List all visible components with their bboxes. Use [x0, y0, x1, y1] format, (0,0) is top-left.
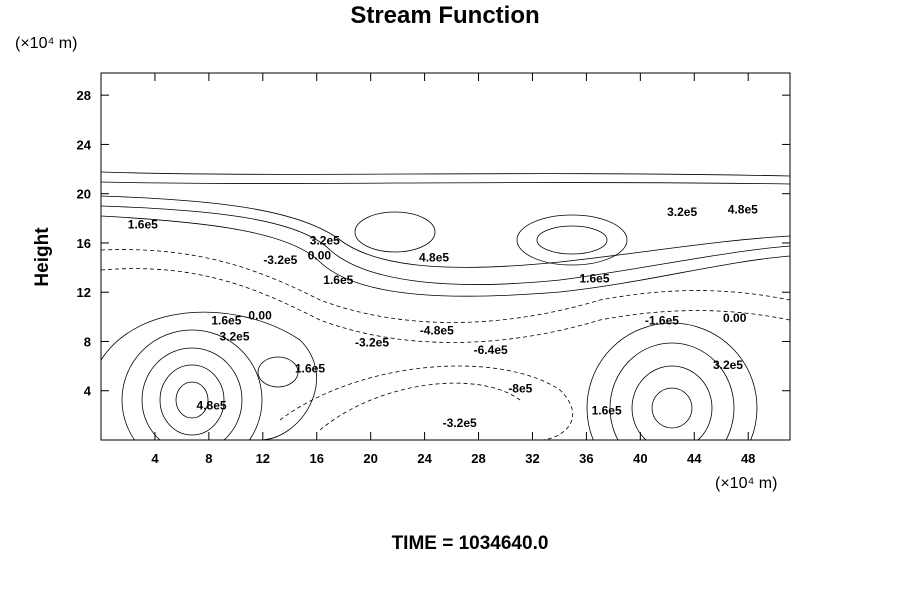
- y-tick-label: 24: [77, 137, 92, 152]
- x-tick-label: 20: [363, 451, 377, 466]
- contour-label: 1.6e5: [323, 273, 353, 287]
- x-tick-label: 24: [417, 451, 432, 466]
- x-tick-label: 12: [256, 451, 270, 466]
- contour-label: 4.8e5: [728, 203, 758, 217]
- contour-label: -3.2e5: [263, 253, 297, 267]
- contour-label: 3.2e5: [713, 358, 743, 372]
- x-tick-label: 16: [309, 451, 323, 466]
- y-unit: (×10⁴ m): [15, 35, 77, 52]
- contour-label: 4.8e5: [197, 399, 227, 413]
- x-tick-label: 28: [471, 451, 485, 466]
- x-tick-label: 32: [525, 451, 539, 466]
- y-tick-label: 28: [77, 88, 91, 103]
- contour-label: -4.8e5: [420, 323, 454, 337]
- y-tick-label: 4: [84, 384, 92, 399]
- contour-label: 1.6e5: [211, 314, 241, 328]
- contour-label: -8e5: [508, 381, 532, 395]
- y-axis-label: Height: [32, 227, 53, 287]
- contour-lines: [101, 171, 790, 440]
- y-tick-label: 16: [77, 236, 91, 251]
- x-tick-label: 44: [687, 451, 702, 466]
- plot-frame: [100, 72, 791, 441]
- contour-label: -6.4e5: [474, 343, 508, 357]
- contour-label: 3.2e5: [310, 233, 340, 247]
- contour-label: 0.00: [248, 309, 272, 323]
- chart-title: Stream Function: [350, 2, 539, 29]
- x-tick-label: 8: [205, 451, 212, 466]
- contour-label: -3.2e5: [355, 336, 389, 350]
- contour-label: 0.00: [723, 311, 747, 325]
- x-tick-label: 40: [633, 451, 647, 466]
- contour-label: 4.8e5: [419, 251, 449, 265]
- contour-label: -3.2e5: [443, 416, 477, 430]
- contour-label: -1.6e5: [645, 314, 679, 328]
- x-tick-label: 4: [151, 451, 159, 466]
- contour-label: 1.6e5: [579, 272, 609, 286]
- footer: TIME = 1034640.0: [392, 533, 549, 554]
- contour-label: 1.6e5: [128, 217, 158, 231]
- contour-label: 1.6e5: [592, 403, 622, 417]
- x-tick-label: 48: [741, 451, 755, 466]
- contour-label: 1.6e5: [295, 362, 325, 376]
- contour-label: 3.2e5: [667, 205, 697, 219]
- x-unit: (×10⁴ m): [715, 475, 777, 492]
- contour-label: 3.2e5: [219, 330, 249, 344]
- y-tick-label: 12: [77, 285, 91, 300]
- y-tick-label: 8: [84, 334, 91, 349]
- contour-label: 0.00: [308, 248, 332, 262]
- y-tick-label: 20: [77, 187, 91, 202]
- x-tick-label: 36: [579, 451, 593, 466]
